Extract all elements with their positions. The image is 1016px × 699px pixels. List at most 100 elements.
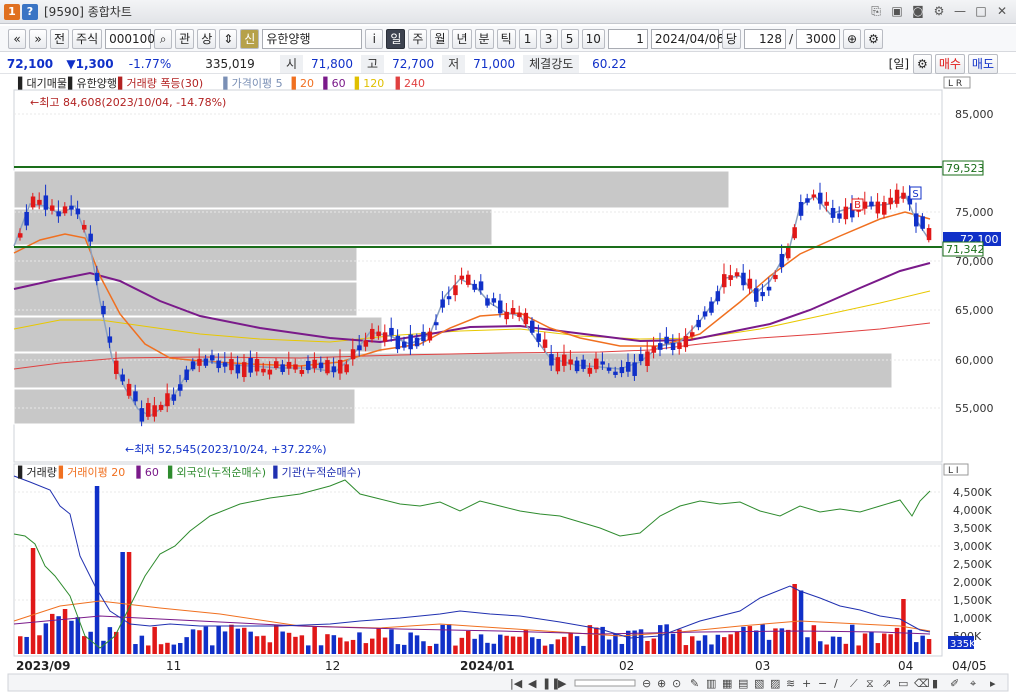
chart-tool-icon[interactable]: ▦ [722,677,732,690]
cross-tool-icon[interactable]: + [802,677,811,690]
spin-icon[interactable]: ⇕ [219,28,238,49]
legend-item[interactable]: ▌대기매물 [17,76,67,90]
zoom-out-icon[interactable]: ⊖ [642,677,651,690]
front-button[interactable]: 전 [50,28,70,49]
period-week-tab[interactable]: 주 [408,28,428,49]
period-year-tab[interactable]: 년 [452,28,472,49]
legend-item[interactable]: ▌가격이평 5 [222,76,282,90]
chart-settings-icon[interactable]: ⚙ [864,28,883,49]
legend-item[interactable]: ▌거래량 [17,465,57,479]
camera-icon[interactable]: ◙ [912,4,924,18]
more-tools-icon[interactable]: ▸ [990,677,996,690]
legend-item[interactable]: ▌거래량 폭등(30) [117,76,203,90]
total-count-input[interactable]: 3000 [796,28,840,49]
volume-tick: 3,500K [953,522,992,535]
settings-icon[interactable]: ⚙ [933,4,945,18]
buy-button[interactable]: 매수 [934,53,965,74]
volume-bar [715,634,721,654]
next-page-icon[interactable]: ▶ [558,677,567,690]
minus-tool-icon[interactable]: − [818,677,827,690]
date-input[interactable]: 2024/04/06 [650,28,724,49]
maximize-icon[interactable]: □ [975,4,987,18]
bar-tool-icon[interactable]: ▤ [738,677,748,690]
draw-tool-icon[interactable]: ✎ [690,677,699,690]
zoom-reset-icon[interactable]: ⊙ [672,677,681,690]
candle-tool-icon[interactable]: ▥ [706,677,716,690]
trend-tool-icon[interactable]: ⟋ [850,677,858,690]
fib-tool-icon[interactable]: ⧖ [866,677,874,690]
buy-signal-marker[interactable] [851,198,864,211]
chart-area[interactable]: B S ←최고 84,608(2023/10/04, -14.78%) ←최저 … [0,76,1016,696]
legend-item[interactable]: ▌240 [395,76,425,90]
interval-select[interactable]: 1 [607,28,648,49]
candle-body [517,312,522,318]
candle-body [222,362,228,367]
legend-item[interactable]: ▌60 [135,465,158,479]
axis-tag[interactable] [943,463,969,476]
brush-tool-icon[interactable]: ✐ [950,677,959,690]
close-icon[interactable]: ✕ [996,4,1008,18]
period-tick-tab[interactable]: 틱 [496,28,516,49]
search-icon[interactable]: ⌕ [154,28,173,49]
grid-tool-icon[interactable]: ▧ [754,677,764,690]
zoom-icon[interactable]: ⊕ [843,28,862,49]
candle-body [203,358,209,366]
interval-10-button[interactable]: 10 [581,28,605,49]
legend-item[interactable]: ▌외국인(누적순매수) [167,465,266,479]
table-tool-icon[interactable]: ▨ [770,677,780,690]
candle-body [472,283,477,290]
scroll-slider[interactable] [574,679,636,687]
period-month-tab[interactable]: 월 [430,28,450,49]
magnet-tool-icon[interactable]: ⌖ [970,677,976,690]
ray-tool-icon[interactable]: ⇗ [882,677,891,690]
stock-type-button[interactable]: 주식 [72,28,103,49]
window-number-icon[interactable]: 1 [4,3,20,20]
zoom-in-icon[interactable]: ⊕ [657,677,666,690]
help-icon[interactable]: ? [22,3,38,20]
legend-item[interactable]: ▌60 [322,76,345,90]
candle-body [459,275,465,280]
minimize-icon[interactable]: — [954,4,966,18]
interest-button[interactable]: 관 [175,28,195,49]
stock-code-input[interactable]: 000100 [105,28,155,49]
lock-tool-icon[interactable]: ▮ [932,677,938,690]
period-minute-tab[interactable]: 분 [474,28,494,49]
price-volume-chart[interactable]: B S ←최고 84,608(2023/10/04, -14.78%) ←최저 … [0,76,1016,696]
prev-button[interactable]: « [8,28,26,49]
info-button[interactable]: i [365,28,384,49]
volume-bar [370,638,375,654]
interval-1-button[interactable]: 1 [518,28,537,49]
first-page-icon[interactable]: |◀ [510,677,523,690]
display-count-input[interactable]: 128 [743,28,786,49]
open-price: 71,800 [311,56,354,71]
save-icon[interactable]: ▣ [891,4,903,18]
rise-button[interactable]: 상 [197,28,217,49]
prev-page-icon[interactable]: ◀ [528,677,537,690]
wave-tool-icon[interactable]: ≋ [786,677,795,690]
sell-button[interactable]: 매도 [967,53,998,74]
line-tool-icon[interactable]: / [834,677,838,690]
today-button[interactable]: 당 [721,28,741,49]
interval-5-button[interactable]: 5 [560,28,579,49]
volume-bar [114,631,119,654]
link-icon[interactable]: ⎘ [871,4,881,18]
legend-item[interactable]: ▌기관(누적순매수) [272,465,361,479]
axis-tag[interactable] [943,76,971,89]
legend-item[interactable]: ▌120 [354,76,384,90]
pause-icon[interactable]: ❚❚ [542,677,560,690]
period-day-tab[interactable]: 일 [386,28,406,49]
settings-icon[interactable]: ⚙ [913,53,932,74]
legend-item[interactable]: ▌20 [291,76,314,90]
day-button[interactable]: [일] [888,57,910,71]
sell-signal-marker[interactable] [909,186,922,200]
eraser-tool-icon[interactable]: ⌫ [914,677,930,690]
interval-3-button[interactable]: 3 [539,28,558,49]
candle-body [741,272,746,286]
legend-item[interactable]: ▌유한양행 [67,76,117,90]
stock-name-field[interactable]: 유한양행 [262,28,363,49]
shape-tool-icon[interactable]: ▭ [898,677,908,690]
dropdown-button[interactable]: » [29,28,47,49]
volume-bar [94,486,100,654]
candle-body [875,201,881,214]
legend-item[interactable]: ▌거래이평 20 [58,465,125,479]
